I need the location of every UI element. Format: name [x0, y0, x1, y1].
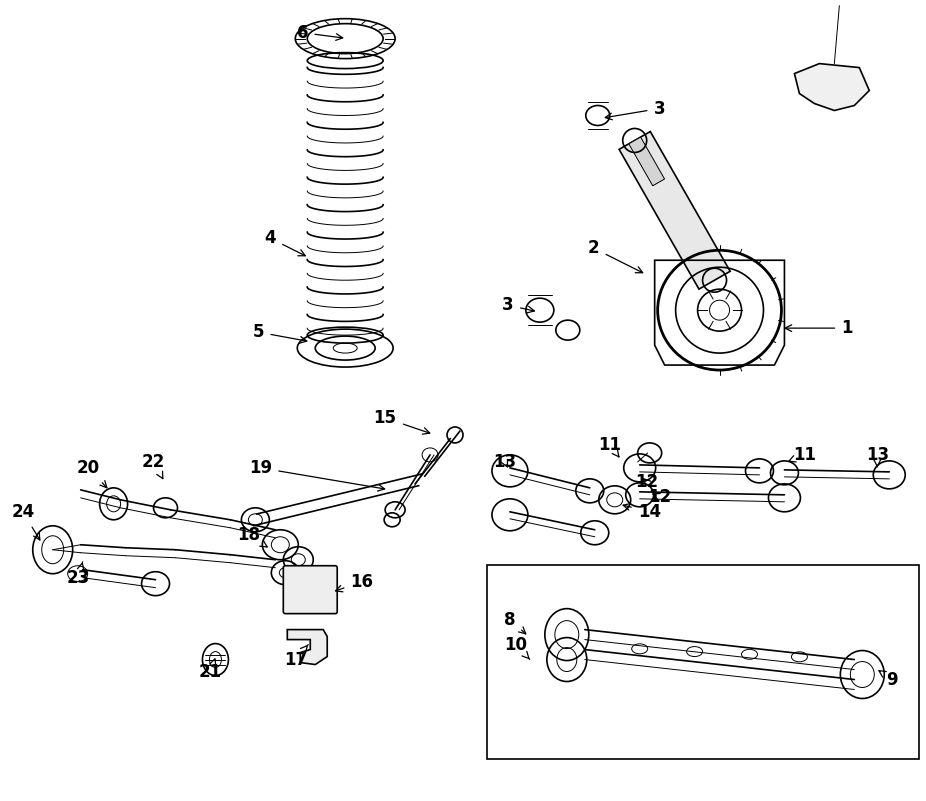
- Polygon shape: [795, 63, 870, 111]
- Text: 3: 3: [502, 296, 534, 314]
- Polygon shape: [629, 137, 665, 186]
- Text: 22: 22: [142, 453, 165, 479]
- Text: 14: 14: [623, 503, 661, 521]
- Text: 15: 15: [373, 409, 430, 434]
- Text: 10: 10: [505, 635, 530, 659]
- Text: 12: 12: [648, 488, 671, 506]
- Text: 11: 11: [598, 436, 621, 457]
- Text: 8: 8: [504, 610, 526, 634]
- Polygon shape: [619, 131, 731, 289]
- Text: 23: 23: [67, 562, 91, 586]
- Text: 18: 18: [237, 525, 268, 547]
- Text: 12: 12: [635, 473, 658, 491]
- Text: 1: 1: [785, 319, 853, 337]
- Text: 5: 5: [253, 323, 307, 343]
- Text: 20: 20: [77, 459, 106, 488]
- Polygon shape: [287, 630, 327, 665]
- Text: 9: 9: [879, 670, 898, 689]
- Text: 24: 24: [11, 503, 40, 540]
- Text: 17: 17: [283, 645, 308, 669]
- Text: 6: 6: [296, 24, 343, 42]
- Text: 3: 3: [606, 99, 666, 120]
- Text: 13: 13: [494, 453, 517, 471]
- Text: 16: 16: [335, 573, 374, 592]
- Text: 21: 21: [199, 659, 222, 681]
- Text: 4: 4: [265, 229, 306, 256]
- Text: 19: 19: [249, 459, 384, 491]
- Text: 13: 13: [866, 446, 889, 467]
- Text: 11: 11: [789, 446, 816, 464]
- Text: 2: 2: [588, 239, 643, 272]
- FancyBboxPatch shape: [283, 566, 337, 614]
- Bar: [487, 565, 920, 759]
